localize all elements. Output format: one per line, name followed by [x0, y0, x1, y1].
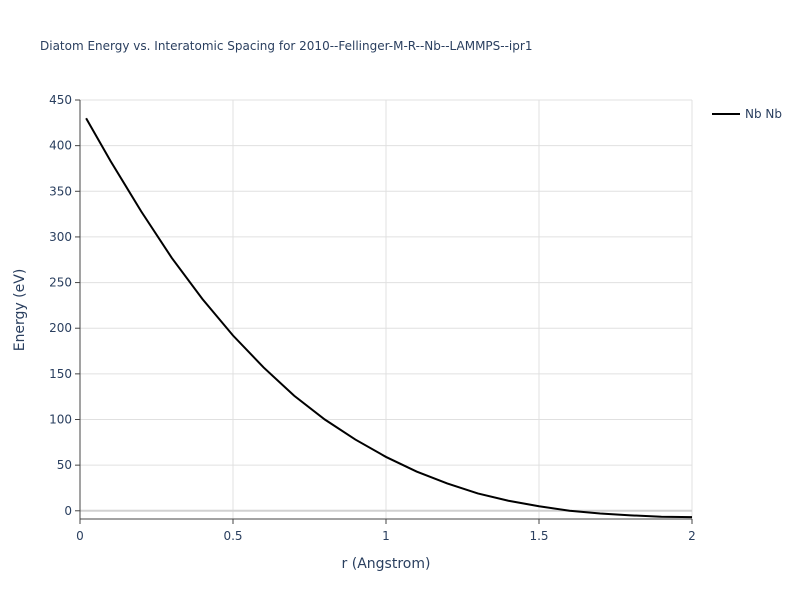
line-series — [85, 117, 693, 519]
x-tick-label: 1 — [382, 529, 390, 543]
x-tick-label: 2 — [688, 529, 696, 543]
y-tick-label: 150 — [49, 367, 72, 381]
x-tick-label: 0 — [76, 529, 84, 543]
y-tick-label: 100 — [49, 412, 72, 426]
y-axis-label: Energy (eV) — [12, 269, 28, 352]
legend-label: Nb Nb — [745, 107, 782, 121]
y-tick-label: 200 — [49, 321, 72, 335]
y-tick-label: 400 — [49, 139, 72, 153]
x-axis-label: r (Angstrom) — [342, 556, 431, 572]
y-tick-label: 50 — [57, 458, 72, 472]
x-tick-label: 0.5 — [223, 529, 242, 543]
y-tick-label: 0 — [64, 504, 72, 518]
x-tick-label: 1.5 — [529, 529, 548, 543]
chart-title: Diatom Energy vs. Interatomic Spacing fo… — [40, 39, 532, 53]
y-tick-label: 450 — [49, 93, 72, 107]
y-tick-label: 350 — [49, 184, 72, 198]
y-tick-label: 300 — [49, 230, 72, 244]
y-tick-label: 250 — [49, 276, 72, 290]
